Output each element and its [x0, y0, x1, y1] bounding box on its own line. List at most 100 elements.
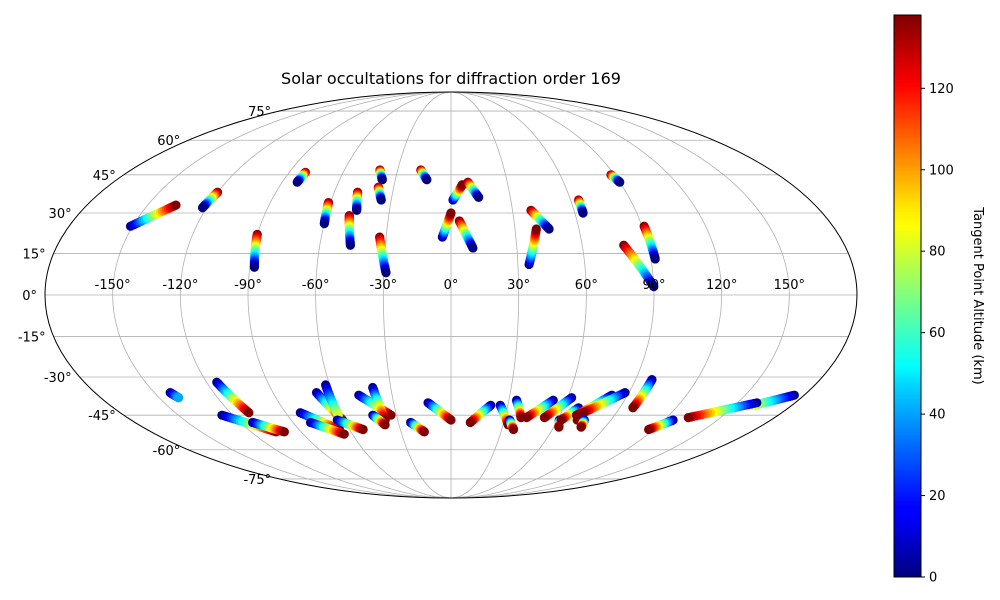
occultation-track [125, 200, 181, 231]
occultation-track [305, 417, 349, 439]
track-point [446, 208, 456, 218]
occultation-track [248, 417, 290, 437]
occultation-track [463, 177, 484, 202]
track-point [521, 413, 532, 423]
colorbar-tick-label: 20 [929, 489, 946, 504]
occultation-track [332, 415, 368, 435]
occultation-track [165, 388, 184, 403]
occultation-track [321, 380, 343, 420]
track-point [615, 177, 625, 187]
lat-tick-label: -30° [44, 371, 72, 386]
occultation-track [606, 170, 625, 187]
lat-tick-label: 15° [23, 247, 46, 262]
track-point [419, 427, 429, 437]
colorbar-tick-label: 120 [929, 82, 954, 97]
lon-tick-label: 90° [642, 278, 665, 293]
track-point [578, 208, 588, 218]
track-point [319, 219, 329, 229]
track-point [649, 282, 659, 292]
map-boundary [44, 91, 858, 499]
occultation-track [524, 224, 541, 270]
occultation-track [249, 229, 262, 272]
track-point [352, 205, 362, 215]
track-point [446, 415, 456, 425]
occultation-track [352, 187, 363, 215]
longitude-tick-labels: -150° -120° -90° -60° -30° 0° 30° 60° 90° 120° 150… [95, 278, 805, 293]
track-point [171, 200, 181, 210]
latitude-tick-labels: 75° 60° 45° 30° 15° 0° -15° -30° -45° -60° -75° [18, 105, 271, 488]
lat-tick-label: 60° [157, 134, 180, 149]
lon-tick-label: 0° [444, 278, 459, 293]
chart-title: Solar occultations for diffraction order… [281, 69, 621, 88]
occultation-track [465, 400, 496, 428]
track-point [345, 240, 356, 250]
occultation-track [639, 221, 660, 264]
track-point [377, 175, 387, 185]
occultation-track [644, 415, 678, 435]
track-point [576, 422, 586, 432]
occultation-track [578, 388, 630, 418]
track-point [244, 408, 254, 418]
occultation-track [505, 415, 519, 435]
occultation-track [511, 395, 526, 423]
occultation-track [375, 232, 391, 278]
track-point [644, 424, 654, 435]
track-point [554, 422, 564, 432]
occultation-track [416, 165, 432, 185]
track-point [279, 427, 290, 437]
occultation-track [628, 375, 657, 413]
occultation-track [749, 390, 799, 410]
track-point [376, 195, 386, 205]
lat-tick-label: -60° [153, 444, 181, 459]
track-point [465, 417, 475, 428]
colorbar-ticks: 0 20 40 60 80 100 120 [921, 82, 954, 586]
track-point [381, 268, 391, 278]
track-point [628, 403, 638, 413]
track-point [380, 420, 390, 430]
track-point [539, 413, 550, 423]
lat-tick-label: 75° [248, 105, 271, 120]
track-point [650, 254, 660, 264]
track-point [531, 224, 541, 234]
occultation-track [344, 211, 356, 250]
track-point [683, 413, 693, 423]
occultation-track [319, 197, 334, 229]
colorbar: 0 20 40 60 80 100 120 Tangent Point Altitude (… [893, 14, 985, 586]
colorbar-tick-label: 100 [929, 163, 954, 178]
occultation-tracks [125, 165, 799, 439]
occultation-track [454, 216, 478, 253]
lon-tick-label: -90° [234, 278, 262, 293]
lon-tick-label: 60° [575, 278, 598, 293]
track-point [508, 424, 519, 435]
colorbar-tick-label: 40 [929, 408, 946, 423]
track-point [249, 262, 259, 272]
track-point [292, 177, 302, 187]
occultation-track [573, 195, 588, 218]
lat-tick-label: 0° [22, 289, 37, 304]
track-point [544, 224, 554, 234]
track-point [358, 424, 368, 435]
occultation-track [437, 208, 456, 242]
graticule [45, 92, 857, 498]
lon-tick-label: 120° [706, 278, 737, 293]
track-point [578, 408, 588, 418]
occultation-track [576, 415, 589, 432]
lon-tick-label: 150° [774, 278, 805, 293]
occultation-track [368, 410, 390, 430]
lat-tick-label: -75° [243, 473, 271, 488]
occultation-track [683, 398, 762, 423]
lon-tick-label: -120° [162, 278, 198, 293]
colorbar-tick-label: 0 [929, 571, 937, 586]
lat-tick-label: 30° [49, 207, 72, 222]
track-point [174, 393, 184, 403]
track-point [339, 429, 349, 439]
occultation-track [423, 398, 456, 425]
track-point [197, 203, 208, 213]
occultation-track [526, 205, 554, 234]
track-point [556, 415, 566, 425]
occultation-track [619, 240, 659, 292]
occultation-track [197, 187, 223, 213]
occultation-track [406, 417, 429, 437]
occultation-track [375, 165, 387, 185]
